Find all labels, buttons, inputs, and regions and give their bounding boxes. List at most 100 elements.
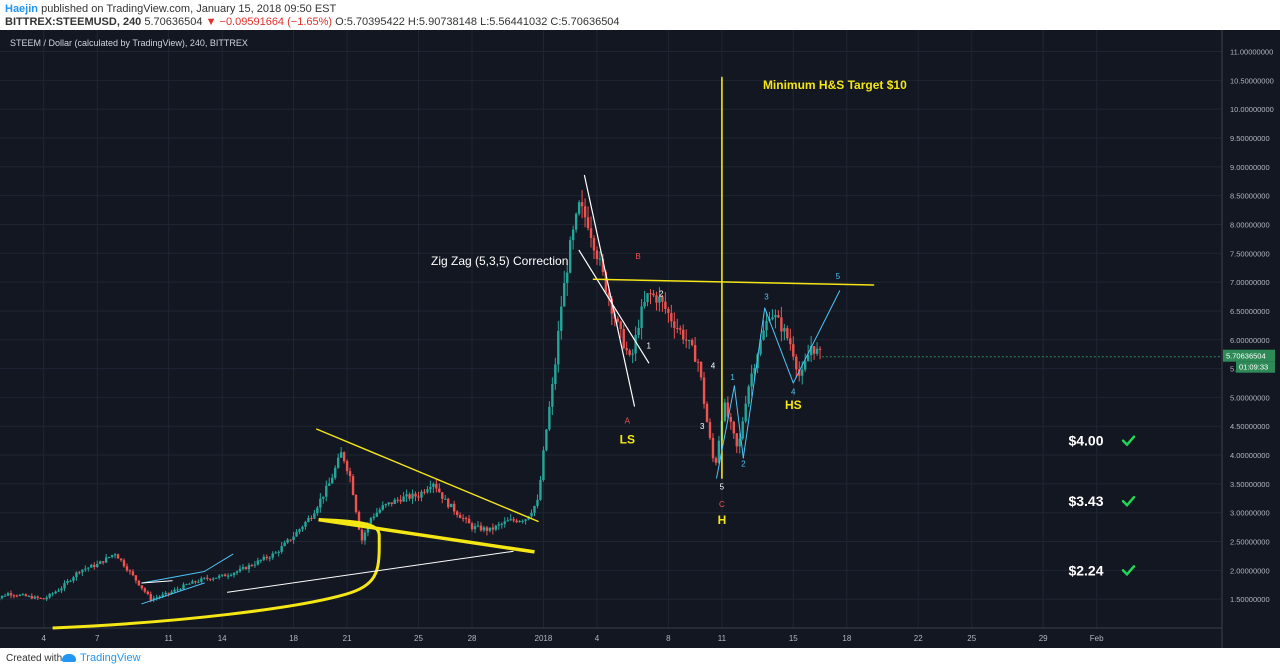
candle-body [690, 340, 694, 346]
candle-body [610, 298, 614, 314]
candle-body [741, 421, 744, 439]
candle-body [134, 575, 138, 581]
candle-body [206, 577, 209, 579]
candle-body [215, 577, 218, 579]
candle-body [66, 580, 69, 584]
candle-body [280, 546, 283, 552]
candle-body [104, 557, 108, 563]
candle-body [325, 485, 328, 497]
y-tick-label: 11.00000000 [1230, 48, 1273, 57]
candle-body [381, 505, 384, 510]
candle-body [747, 386, 750, 404]
current-price: 5.70636504 [144, 16, 203, 28]
candle-body [48, 593, 51, 598]
candle-body [292, 536, 295, 540]
candle-body [363, 532, 367, 541]
candle-body [631, 353, 634, 355]
white-small-line [141, 580, 173, 584]
candle-body [435, 483, 438, 489]
candle-body [241, 567, 245, 569]
countdown-text: 01:09:33 [1239, 363, 1268, 372]
wave-label: 4 [711, 362, 716, 371]
candle-body [235, 571, 239, 573]
candle-body [792, 344, 795, 357]
candle-body [601, 258, 605, 272]
down-arrow-icon: ▼ [205, 16, 217, 28]
candle-body [815, 348, 819, 354]
y-tick-label: 8.00000000 [1230, 220, 1270, 229]
checkmark-icon [1121, 435, 1136, 447]
candle-body [170, 591, 173, 594]
candle-body [81, 569, 84, 573]
candle-body [723, 402, 727, 421]
candle-body [390, 502, 393, 505]
candle-body [452, 503, 456, 512]
candle-body [420, 491, 423, 498]
candle-body [607, 292, 611, 299]
candle-body [809, 346, 813, 356]
impulse-wave-segment [733, 385, 744, 459]
candle-body [521, 520, 524, 522]
candle-body [277, 551, 280, 553]
x-tick-label: 11 [164, 634, 173, 643]
chart-header: Haejin published on TradingView.com, Jan… [0, 0, 1280, 30]
candle-body [155, 597, 158, 599]
candle-body [438, 488, 441, 493]
countdown-badge [1236, 361, 1275, 373]
candle-body [238, 568, 242, 572]
candle-body [598, 258, 602, 260]
candle-body [679, 328, 682, 330]
candle-body [571, 229, 575, 241]
y-tick-label: 8.50000000 [1230, 192, 1270, 201]
zigzag-annotation: Zig Zag (5,3,5) Correction [431, 254, 568, 268]
ohlc-values: O:5.70395422 H:5.90738148 L:5.56441032 C… [335, 16, 620, 28]
candle-body [711, 437, 715, 459]
candle-body [194, 581, 197, 583]
last-price-text: 5.70636504 [1226, 352, 1266, 361]
candle-body [682, 329, 685, 340]
cyan-triangle-top [141, 571, 205, 584]
candle-body [33, 596, 36, 599]
candle-body [220, 574, 224, 576]
wave-label: 1 [646, 341, 651, 350]
candle-body [191, 581, 194, 584]
candle-body [708, 422, 712, 438]
candle-body [63, 583, 66, 589]
author-link[interactable]: Haejin [5, 3, 39, 15]
candle-body [348, 471, 352, 477]
candle-body [334, 467, 337, 478]
candle-body [328, 483, 331, 486]
price-chart[interactable]: Minimum H&S Target $10 Zig Zag (5,3,5) Co… [0, 30, 1280, 648]
candle-body [259, 559, 263, 561]
candle-body [625, 348, 628, 351]
candle-body [217, 575, 221, 578]
candle-body [30, 595, 33, 599]
candle-body [399, 499, 402, 502]
y-tick-label: 2.50000000 [1230, 538, 1270, 547]
candle-body [316, 507, 319, 514]
candle-body [122, 560, 126, 567]
cyan-triangle-bottom [141, 582, 205, 605]
candle-body [450, 503, 453, 508]
candle-body [84, 568, 87, 570]
x-tick-label: 18 [842, 634, 851, 643]
wave-label: HS [785, 398, 802, 412]
wave-label: 3 [700, 422, 705, 431]
candle-body [229, 575, 233, 577]
candle-body [696, 361, 700, 363]
candle-body [310, 518, 313, 520]
tradingview-logo[interactable]: TradingView [62, 652, 141, 664]
candle-body [592, 237, 596, 251]
candle-body [188, 583, 191, 585]
candle-body [479, 525, 483, 531]
candle-body [464, 518, 468, 520]
candle-body [744, 403, 747, 422]
candle-body [637, 327, 640, 336]
candle-body [640, 306, 643, 328]
candle-body [12, 595, 16, 597]
chart-area[interactable] [0, 30, 1280, 648]
y-tick-label: 1.50000000 [1230, 595, 1270, 604]
candle-body [795, 356, 798, 370]
candle-body [21, 594, 25, 596]
wave-label: 2 [659, 290, 664, 299]
